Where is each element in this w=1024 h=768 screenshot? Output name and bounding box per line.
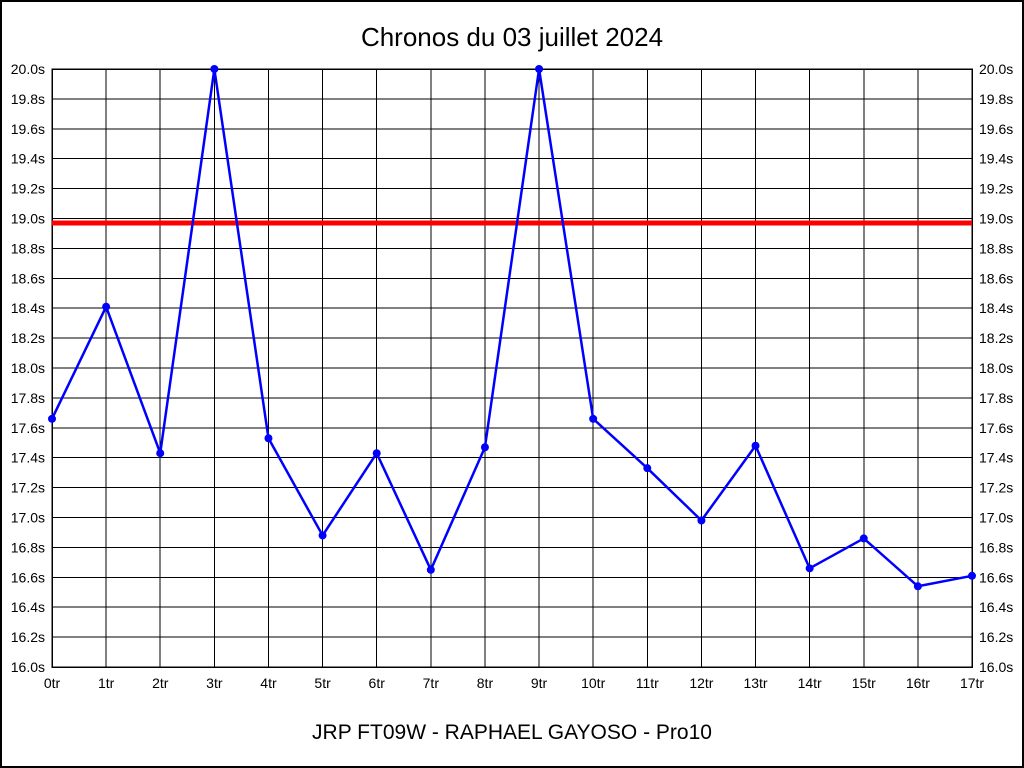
x-tick-label: 1tr bbox=[98, 675, 115, 691]
x-tick-label: 15tr bbox=[852, 675, 876, 691]
y-tick-label-right: 16.6s bbox=[979, 569, 1013, 585]
x-tick-label: 10tr bbox=[581, 675, 605, 691]
y-tick-label-left: 19.8s bbox=[11, 91, 45, 107]
x-tick-label: 5tr bbox=[314, 675, 331, 691]
y-tick-label-left: 17.8s bbox=[11, 390, 45, 406]
y-tick-label-right: 19.8s bbox=[979, 91, 1013, 107]
x-tick-label: 2tr bbox=[152, 675, 169, 691]
x-tick-label: 14tr bbox=[798, 675, 822, 691]
y-tick-label-right: 18.0s bbox=[979, 360, 1013, 376]
y-tick-label-left: 16.8s bbox=[11, 539, 45, 555]
y-tick-label-right: 16.8s bbox=[979, 539, 1013, 555]
data-point-marker bbox=[589, 414, 598, 423]
x-tick-label: 8tr bbox=[477, 675, 494, 691]
y-tick-label-right: 19.2s bbox=[979, 181, 1013, 197]
data-point-marker bbox=[210, 65, 219, 73]
x-tick-label: 13tr bbox=[743, 675, 767, 691]
data-point-marker bbox=[751, 441, 760, 450]
y-tick-label-right: 16.0s bbox=[979, 659, 1013, 675]
x-tick-label: 4tr bbox=[260, 675, 277, 691]
y-tick-label-left: 19.6s bbox=[11, 121, 45, 137]
data-point-marker bbox=[643, 464, 652, 473]
x-tick-label: 17tr bbox=[960, 675, 984, 691]
x-tick-label: 6tr bbox=[369, 675, 386, 691]
y-tick-label-right: 17.0s bbox=[979, 510, 1013, 526]
y-tick-label-right: 16.2s bbox=[979, 629, 1013, 645]
y-tick-label-left: 19.4s bbox=[11, 151, 45, 167]
data-point-marker bbox=[426, 565, 435, 574]
y-tick-label-left: 16.4s bbox=[11, 599, 45, 615]
y-tick-label-right: 17.8s bbox=[979, 390, 1013, 406]
y-tick-label-right: 20.0s bbox=[979, 61, 1013, 77]
data-series-line bbox=[50, 67, 973, 588]
x-tick-label: 3tr bbox=[206, 675, 223, 691]
y-tick-label-right: 18.8s bbox=[979, 240, 1013, 256]
y-tick-label-right: 19.4s bbox=[979, 151, 1013, 167]
y-tick-label-left: 18.6s bbox=[11, 270, 45, 286]
x-tick-label: 7tr bbox=[423, 675, 440, 691]
y-tick-label-left: 19.0s bbox=[11, 211, 45, 227]
data-point-marker bbox=[156, 449, 165, 458]
y-tick-label-left: 17.2s bbox=[11, 480, 45, 496]
data-point-marker bbox=[697, 516, 706, 525]
y-tick-label-left: 16.6s bbox=[11, 569, 45, 585]
y-tick-label-left: 18.4s bbox=[11, 300, 45, 316]
y-tick-label-right: 17.6s bbox=[979, 420, 1013, 436]
y-tick-label-right: 19.0s bbox=[979, 211, 1013, 227]
data-point-marker bbox=[859, 534, 868, 543]
data-point-marker bbox=[805, 564, 814, 573]
data-point-marker bbox=[968, 571, 976, 580]
plot-frame bbox=[51, 68, 973, 668]
y-tick-label-left: 20.0s bbox=[11, 61, 45, 77]
y-tick-label-left: 16.2s bbox=[11, 629, 45, 645]
y-tick-label-left: 16.0s bbox=[11, 659, 45, 675]
y-tick-label-left: 19.2s bbox=[11, 181, 45, 197]
x-tick-label: 16tr bbox=[906, 675, 930, 691]
chart-footer-caption: JRP FT09W - RAPHAEL GAYOSO - Pro10 bbox=[312, 721, 712, 744]
data-point-marker bbox=[480, 443, 489, 452]
y-tick-label-right: 16.4s bbox=[979, 599, 1013, 615]
chart-title: Chronos du 03 juillet 2024 bbox=[360, 22, 664, 52]
x-tick-label: 11tr bbox=[636, 675, 659, 691]
data-point-marker bbox=[372, 449, 381, 458]
data-point-marker bbox=[48, 414, 56, 423]
x-tick-label: 9tr bbox=[531, 675, 548, 691]
y-tick-label-left: 17.6s bbox=[11, 420, 45, 436]
data-point-marker bbox=[102, 302, 111, 311]
data-point-marker bbox=[535, 65, 544, 73]
data-point-marker bbox=[264, 434, 273, 443]
y-tick-label-right: 19.6s bbox=[979, 121, 1013, 137]
x-tick-label: 12tr bbox=[689, 675, 713, 691]
y-tick-label-left: 18.8s bbox=[11, 240, 45, 256]
y-tick-label-right: 17.4s bbox=[979, 450, 1013, 466]
data-point-marker bbox=[318, 531, 327, 540]
y-tick-label-right: 17.2s bbox=[979, 480, 1013, 496]
x-tick-label: 0tr bbox=[44, 675, 61, 691]
y-tick-label-left: 18.0s bbox=[11, 360, 45, 376]
y-tick-label-left: 17.0s bbox=[11, 510, 45, 526]
y-tick-label-right: 18.2s bbox=[979, 330, 1013, 346]
y-tick-label-right: 18.4s bbox=[979, 300, 1013, 316]
y-tick-label-right: 18.6s bbox=[979, 270, 1013, 286]
y-tick-label-left: 17.4s bbox=[11, 450, 45, 466]
data-point-marker bbox=[913, 582, 922, 591]
y-tick-label-left: 18.2s bbox=[11, 330, 45, 346]
